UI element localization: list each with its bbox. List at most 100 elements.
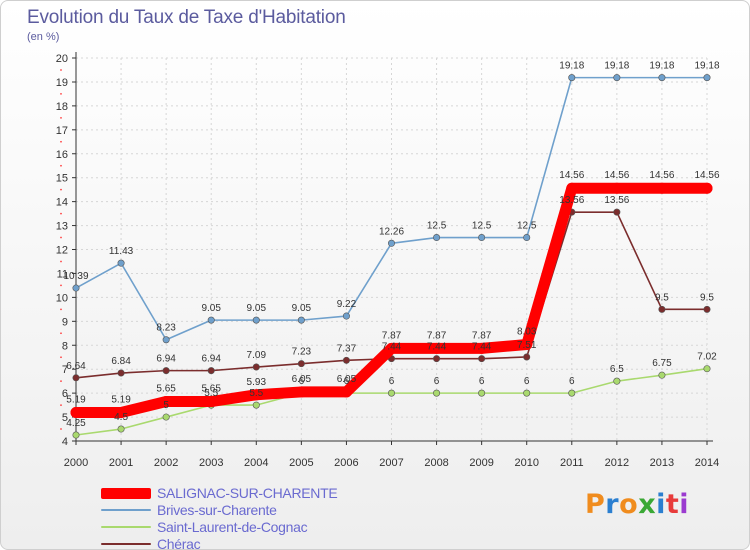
- series-point: [613, 74, 621, 82]
- data-label: 5.19: [66, 395, 86, 406]
- x-tick-label: 2008: [424, 457, 448, 469]
- legend-label: Saint-Laurent-de-Cognac: [157, 519, 308, 535]
- series-point: [70, 407, 82, 419]
- series-point: [613, 377, 621, 385]
- y-tick-label: 16: [56, 149, 68, 161]
- data-label: 5: [163, 400, 169, 411]
- y-minor-dot: [60, 140, 62, 143]
- data-label: 9.05: [292, 303, 312, 314]
- chart-subtitle: (en %): [27, 31, 60, 43]
- data-label: 19.18: [559, 61, 584, 72]
- series-point: [611, 182, 623, 194]
- y-tick-label: 20: [56, 53, 68, 65]
- grid: [75, 57, 708, 442]
- legend-swatch: [101, 526, 151, 528]
- legend-swatch: [101, 543, 151, 545]
- series-point: [207, 367, 215, 375]
- y-tick-label: 19: [56, 77, 68, 89]
- data-label: 12.5: [427, 221, 447, 232]
- series-point: [162, 367, 170, 375]
- y-minor-dot: [60, 260, 62, 263]
- data-label: 5.5: [204, 388, 218, 399]
- data-label: 14.56: [649, 170, 674, 181]
- data-label: 7.37: [337, 343, 357, 354]
- x-tick-label: 2013: [650, 457, 674, 469]
- data-label: 13.56: [559, 195, 584, 206]
- data-label: 7.87: [472, 330, 492, 341]
- series-point: [658, 305, 666, 313]
- data-label: 7.87: [427, 330, 447, 341]
- y-tick-label: 15: [56, 173, 68, 185]
- series-point: [433, 234, 441, 242]
- series-point: [703, 305, 711, 313]
- legend-label: Brives-sur-Charente: [157, 502, 277, 518]
- data-label: 12.5: [472, 221, 492, 232]
- series-point: [72, 284, 80, 292]
- data-label: 12.5: [517, 221, 537, 232]
- series-point: [478, 389, 486, 397]
- data-label: 5.19: [111, 395, 131, 406]
- series-point: [72, 374, 80, 382]
- series-point: [701, 182, 713, 194]
- x-tick-label: 2000: [64, 457, 88, 469]
- logo-letter: o: [619, 489, 639, 520]
- data-label: 5.65: [201, 384, 221, 395]
- legend-swatch: [101, 488, 151, 499]
- y-tick-label: 5: [62, 412, 68, 424]
- data-label: 6: [479, 376, 485, 387]
- y-tick-label: 12: [56, 245, 68, 257]
- data-label: 6.75: [652, 358, 672, 369]
- y-minor-dot: [60, 236, 62, 239]
- legend-swatch: [101, 509, 151, 511]
- y-minor-dot: [60, 356, 62, 359]
- series-point: [703, 74, 711, 82]
- series-point: [117, 259, 125, 267]
- y-minor-dot: [60, 164, 62, 167]
- legend-label: Chérac: [157, 536, 201, 550]
- y-tick-label: 17: [56, 125, 68, 137]
- series-point: [433, 355, 441, 363]
- data-label: 7.09: [247, 350, 267, 361]
- data-label: 6.64: [66, 361, 86, 372]
- series-point: [478, 234, 486, 242]
- x-tick-label: 2009: [469, 457, 493, 469]
- data-label: 6.05: [337, 374, 357, 385]
- series-point: [342, 356, 350, 364]
- data-label: 7.44: [382, 342, 402, 353]
- series-point: [656, 182, 668, 194]
- data-label: 14.56: [694, 170, 719, 181]
- data-label: 7.51: [517, 340, 537, 351]
- series-point: [568, 74, 576, 82]
- series-point: [252, 363, 260, 371]
- series-point: [205, 396, 217, 408]
- series-point: [162, 336, 170, 344]
- data-label: 19.18: [694, 61, 719, 72]
- y-tick-label: 8: [62, 340, 68, 352]
- series-point: [295, 386, 307, 398]
- y-minor-dot: [60, 404, 62, 406]
- logo-letter: x: [638, 489, 657, 520]
- y-tick-label: 13: [56, 221, 68, 233]
- y-minor-dot: [60, 308, 62, 311]
- data-label: 7.44: [427, 342, 447, 353]
- y-tick-label: 6: [62, 388, 68, 400]
- series-point: [250, 389, 262, 401]
- y-minor-dot: [60, 380, 62, 383]
- x-tick-label: 2012: [605, 457, 629, 469]
- data-label: 8.03: [517, 327, 537, 338]
- series-point: [523, 234, 531, 242]
- series-point: [297, 360, 305, 368]
- series-point: [658, 74, 666, 82]
- x-tick-label: 2007: [379, 457, 403, 469]
- data-label: 10.39: [63, 271, 88, 282]
- y-minor-dot: [60, 116, 62, 119]
- series-point: [160, 396, 172, 408]
- series-point: [433, 389, 441, 397]
- data-label: 7.44: [472, 342, 492, 353]
- data-label: 6.05: [292, 374, 312, 385]
- series-point: [117, 369, 125, 377]
- logo-letter: r: [605, 489, 620, 520]
- x-tick-label: 2001: [109, 457, 133, 469]
- series-point: [476, 342, 488, 354]
- y-tick-label: 10: [56, 292, 68, 304]
